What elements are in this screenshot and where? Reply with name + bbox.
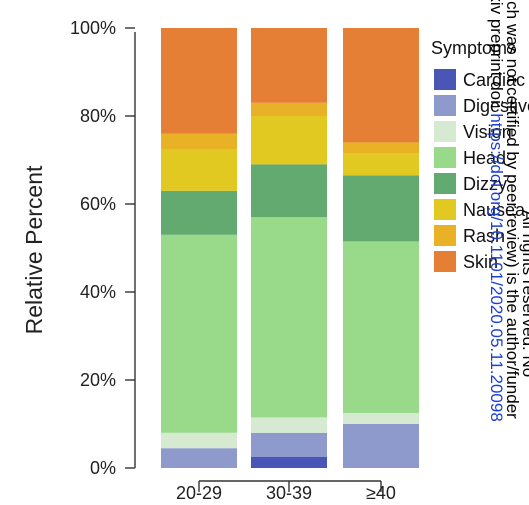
y-tick-label: 20% bbox=[80, 370, 116, 390]
bar-segment-1-dizzy bbox=[161, 190, 237, 235]
bar-segment-1-head bbox=[161, 234, 237, 433]
x-ticks: 20-29 30-39 ≥40 bbox=[176, 480, 396, 503]
watermark-line-3: All rights reserved. No bbox=[519, 210, 529, 377]
bar-segment-2-digestive bbox=[251, 432, 327, 457]
preprint-watermark: medRxiv preprint doi: https://doi.org/10… bbox=[487, 0, 529, 422]
bar-segment-3-digestive bbox=[343, 424, 419, 468]
watermark-line-1: medRxiv preprint doi: https://doi.org/10… bbox=[487, 0, 506, 422]
bar-segment-3-vision bbox=[343, 413, 419, 424]
bar-segment-1-nausea bbox=[161, 149, 237, 191]
x-tick-label: 30-39 bbox=[266, 483, 312, 503]
legend-label-cardiac: Cardiac bbox=[463, 70, 525, 90]
y-tick-label: 0% bbox=[90, 458, 116, 478]
bar-segment-2-rash bbox=[251, 102, 327, 116]
legend-swatch-rash bbox=[434, 225, 456, 246]
legend: Symptoms Cardiac Digestive Vision Head Dizzy… bbox=[431, 38, 529, 272]
x-axis: 20-29 30-39 ≥40 bbox=[176, 480, 396, 503]
y-tick-label: 60% bbox=[80, 194, 116, 214]
y-tick-label: 80% bbox=[80, 106, 116, 126]
y-tick-label: 40% bbox=[80, 282, 116, 302]
legend-swatch-vision bbox=[434, 121, 456, 142]
legend-label-head: Head bbox=[463, 148, 506, 168]
y-axis-title: Relative Percent bbox=[21, 165, 47, 334]
bar-segment-3-rash bbox=[343, 142, 419, 154]
bar-segment-2-dizzy bbox=[251, 164, 327, 218]
bar-segment-2-cardiac bbox=[251, 457, 327, 468]
x-tick-label: ≥40 bbox=[366, 483, 396, 503]
bars-layer bbox=[161, 28, 419, 468]
bar-segment-2-head bbox=[251, 217, 327, 418]
legend-swatch-nausea bbox=[434, 199, 456, 220]
y-ticks: 0% 20% 40% 60% 80% 100% bbox=[70, 18, 135, 478]
bar-segment-2-skin bbox=[251, 28, 327, 103]
x-tick-label: 20-29 bbox=[176, 483, 222, 503]
legend-label-skin: Skin bbox=[463, 252, 498, 272]
legend-swatch-dizzy bbox=[434, 173, 456, 194]
bar-segment-3-nausea bbox=[343, 153, 419, 176]
legend-label-rash: Rash bbox=[463, 226, 505, 246]
bar-segment-1-digestive bbox=[161, 448, 237, 468]
legend-label-nausea: Nausea bbox=[463, 200, 526, 220]
legend-items: Cardiac Digestive Vision Head Dizzy Nausea Ras… bbox=[434, 69, 529, 272]
bar-segment-2-nausea bbox=[251, 116, 327, 165]
watermark-doi-link[interactable]: https://doi.org/10.1101/2020.05.11.20098 bbox=[487, 113, 506, 421]
bar-segment-1-vision bbox=[161, 432, 237, 449]
bar-segment-1-skin bbox=[161, 28, 237, 134]
legend-label-vision: Vision bbox=[463, 122, 512, 142]
legend-label-dizzy: Dizzy bbox=[463, 174, 507, 194]
bar-segment-2-vision bbox=[251, 417, 327, 433]
legend-title: Symptoms bbox=[431, 38, 516, 58]
legend-swatch-head bbox=[434, 147, 456, 168]
legend-label-digestive: Digestive bbox=[463, 96, 529, 116]
legend-swatch-digestive bbox=[434, 95, 456, 116]
bar-segment-3-head bbox=[343, 241, 419, 413]
watermark-line-2: (which was not certified by peer review)… bbox=[503, 0, 522, 419]
legend-swatch-skin bbox=[434, 251, 456, 272]
y-axis: 0% 20% 40% 60% 80% 100% bbox=[70, 18, 136, 478]
bar-segment-3-dizzy bbox=[343, 175, 419, 242]
y-tick-label: 100% bbox=[70, 18, 116, 38]
bar-segment-1-rash bbox=[161, 133, 237, 149]
bar-segment-3-skin bbox=[343, 28, 419, 143]
legend-swatch-cardiac bbox=[434, 69, 456, 90]
